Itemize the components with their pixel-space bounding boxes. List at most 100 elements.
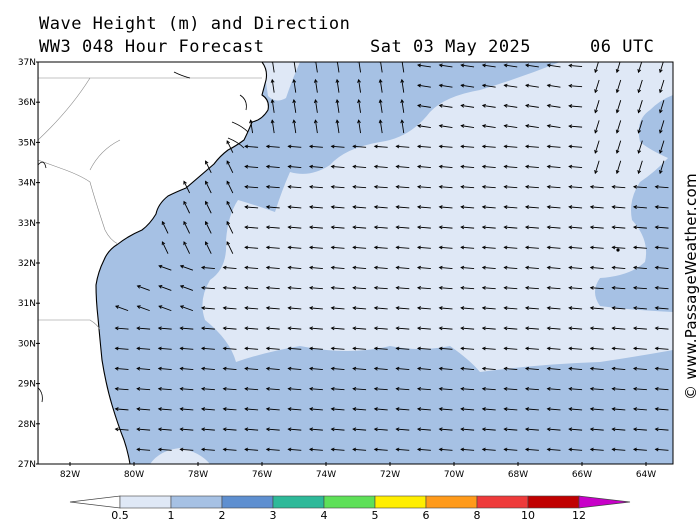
direction-arrow [568, 366, 583, 371]
direction-arrow [503, 225, 518, 230]
direction-arrow [222, 326, 237, 331]
direction-arrow [438, 447, 453, 452]
direction-arrow [200, 346, 215, 351]
direction-arrow [179, 326, 194, 331]
direction-arrow [438, 83, 453, 88]
direction-arrow [568, 386, 583, 391]
direction-arrow [460, 326, 475, 331]
lon-label: 76W [252, 470, 272, 480]
direction-arrow [200, 427, 215, 432]
colorbar-segment [323, 495, 376, 509]
direction-arrow [546, 164, 561, 169]
direction-arrow [244, 285, 259, 290]
direction-arrow [352, 245, 367, 250]
direction-arrow [416, 447, 431, 452]
direction-arrow [352, 265, 367, 270]
direction-arrow [525, 83, 539, 88]
direction-arrow [417, 83, 431, 88]
direction-arrow [503, 103, 518, 108]
direction-arrow [157, 326, 172, 331]
direction-arrow [287, 447, 302, 452]
direction-arrow [594, 140, 600, 154]
direction-arrow [546, 124, 561, 129]
direction-arrow [222, 427, 237, 432]
direction-arrow [352, 164, 367, 169]
direction-arrow [265, 386, 280, 391]
direction-arrow [373, 326, 388, 331]
direction-arrow [373, 407, 388, 412]
direction-arrow [524, 225, 539, 230]
direction-arrow [136, 326, 151, 331]
direction-arrow [287, 386, 302, 391]
direction-arrow [265, 225, 280, 230]
direction-arrow [481, 225, 496, 230]
direction-arrow [460, 124, 475, 129]
direction-arrow [524, 144, 539, 149]
direction-arrow [615, 79, 622, 94]
direction-arrow [244, 386, 259, 391]
direction-arrow [270, 99, 275, 113]
direction-arrow [568, 144, 583, 149]
direction-arrow [416, 386, 431, 391]
direction-arrow [395, 386, 410, 391]
colorbar-label: 10 [521, 509, 535, 522]
direction-arrow [226, 180, 234, 194]
colorbar-label: 4 [321, 509, 328, 522]
direction-arrow [594, 120, 600, 134]
direction-arrow [244, 265, 259, 270]
direction-arrow [611, 184, 626, 189]
colorbar-segment [476, 495, 529, 509]
direction-arrow [615, 100, 622, 114]
colorbar-label: 8 [474, 509, 481, 522]
direction-arrow [438, 265, 453, 270]
direction-arrow [460, 184, 475, 189]
direction-arrow [546, 225, 561, 230]
direction-arrow [335, 62, 340, 73]
direction-arrow [179, 305, 194, 312]
lat-label: 36N [18, 98, 36, 108]
direction-arrow [632, 386, 647, 391]
direction-arrow [179, 407, 194, 412]
direction-arrow [395, 205, 410, 210]
direction-arrow [589, 407, 604, 412]
direction-arrow [114, 366, 129, 371]
colorbar-segment [374, 495, 427, 509]
direction-arrow [546, 366, 561, 371]
direction-arrow [373, 205, 388, 210]
direction-arrow [524, 245, 539, 250]
direction-arrow [244, 184, 259, 189]
direction-arrow [226, 200, 234, 214]
direction-arrow [524, 164, 539, 169]
lon-label: 72W [380, 470, 400, 480]
direction-arrow [546, 386, 561, 391]
direction-arrow [632, 265, 647, 270]
lon-label: 80W [124, 470, 144, 480]
direction-arrow [200, 386, 215, 391]
colorbar-segment [527, 495, 580, 509]
direction-arrow [438, 205, 453, 210]
direction-arrow [481, 407, 496, 412]
direction-arrow [352, 407, 367, 412]
direction-arrow [546, 265, 561, 270]
direction-arrow [287, 306, 302, 311]
direction-arrow [611, 265, 626, 270]
direction-arrow [244, 346, 259, 351]
direction-arrow [503, 83, 518, 88]
lat-label: 32N [18, 259, 36, 269]
direction-arrow [222, 346, 237, 351]
direction-arrow [204, 180, 212, 194]
direction-arrow [287, 346, 302, 351]
direction-arrow [503, 285, 518, 290]
direction-arrow [632, 346, 647, 351]
chart-title: Wave Height (m) and Direction [39, 14, 351, 34]
direction-arrow [352, 326, 367, 331]
direction-arrow [222, 407, 237, 412]
direction-arrow [546, 326, 561, 331]
direction-arrow [287, 407, 302, 412]
direction-arrow [589, 225, 604, 230]
us-mainland [38, 62, 269, 464]
direction-arrow [611, 205, 626, 210]
direction-arrow [481, 205, 496, 210]
direction-arrow [287, 265, 302, 270]
direction-arrow [395, 285, 410, 290]
